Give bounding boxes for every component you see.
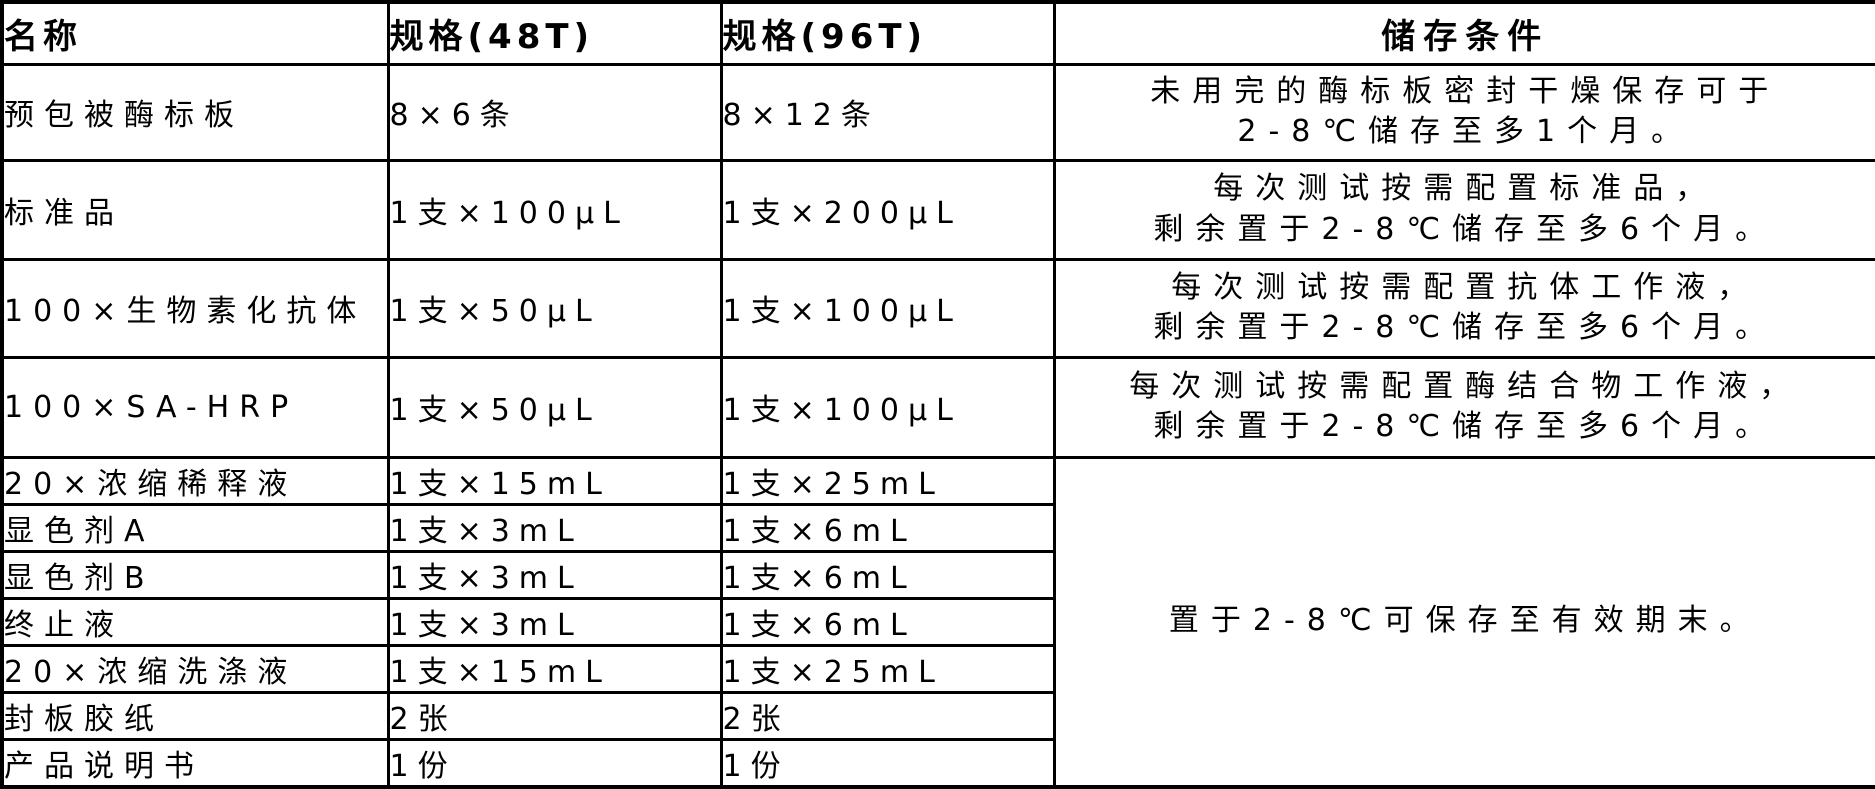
spec-48t-value: 1支×50μL (388, 357, 721, 457)
table-row: 标准品 1支×100μL 1支×200μL 每次测试按需配置标准品， 剩余置于2… (2, 160, 1875, 259)
spec-96t-value: 1份 (721, 739, 1054, 787)
storage-condition-line: 剩余置于2-8℃储存至多6个月。 (1056, 407, 1875, 448)
component-name: 预包被酶标板 (2, 64, 388, 160)
component-name: 20×浓缩洗涤液 (2, 645, 388, 692)
table-row: 100×生物素化抗体 1支×50μL 1支×100μL 每次测试按需配置抗体工作… (2, 259, 1875, 357)
storage-condition-line: 每次测试按需配置标准品， (1056, 169, 1875, 210)
storage-condition-merged: 置于2-8℃可保存至有效期末。 (1054, 457, 1875, 787)
table-header-row: 名称 规格(48T) 规格(96T) 储存条件 (2, 2, 1875, 64)
component-name: 显色剂B (2, 551, 388, 598)
storage-condition: 每次测试按需配置酶结合物工作液， 剩余置于2-8℃储存至多6个月。 (1054, 357, 1875, 457)
storage-condition-line: 每次测试按需配置抗体工作液， (1056, 268, 1875, 309)
column-header-storage-conditions: 储存条件 (1054, 2, 1875, 64)
storage-condition: 每次测试按需配置抗体工作液， 剩余置于2-8℃储存至多6个月。 (1054, 259, 1875, 357)
spec-48t-value: 1支×50μL (388, 259, 721, 357)
spec-96t-value: 1支×6mL (721, 504, 1054, 551)
spec-96t-value: 1支×6mL (721, 551, 1054, 598)
component-name: 封板胶纸 (2, 692, 388, 739)
spec-96t-value: 1支×6mL (721, 598, 1054, 645)
spec-48t-value: 1支×15mL (388, 457, 721, 504)
component-name: 显色剂A (2, 504, 388, 551)
spec-48t-value: 1支×15mL (388, 645, 721, 692)
storage-condition: 每次测试按需配置标准品， 剩余置于2-8℃储存至多6个月。 (1054, 160, 1875, 259)
table-row: 100×SA-HRP 1支×50μL 1支×100μL 每次测试按需配置酶结合物… (2, 357, 1875, 457)
spec-48t-value: 1支×3mL (388, 504, 721, 551)
storage-condition-line: 2-8℃储存至多1个月。 (1056, 112, 1875, 153)
component-name: 标准品 (2, 160, 388, 259)
spec-96t-value: 1支×100μL (721, 259, 1054, 357)
component-name: 终止液 (2, 598, 388, 645)
component-name: 产品说明书 (2, 739, 388, 787)
storage-condition-line: 剩余置于2-8℃储存至多6个月。 (1056, 210, 1875, 251)
storage-condition-line: 置于2-8℃可保存至有效期末。 (1056, 601, 1875, 642)
column-header-spec-48t: 规格(48T) (388, 2, 721, 64)
spec-48t-value: 1支×100μL (388, 160, 721, 259)
spec-48t-value: 1支×3mL (388, 551, 721, 598)
spec-96t-value: 1支×200μL (721, 160, 1054, 259)
component-name: 20×浓缩稀释液 (2, 457, 388, 504)
component-name: 100×SA-HRP (2, 357, 388, 457)
storage-condition-line: 未用完的酶标板密封干燥保存可于 (1056, 72, 1875, 113)
spec-48t-value: 2张 (388, 692, 721, 739)
spec-96t-value: 8×12条 (721, 64, 1054, 160)
spec-96t-value: 2张 (721, 692, 1054, 739)
spec-96t-value: 1支×25mL (721, 457, 1054, 504)
spec-48t-value: 1份 (388, 739, 721, 787)
storage-condition: 未用完的酶标板密封干燥保存可于 2-8℃储存至多1个月。 (1054, 64, 1875, 160)
spec-48t-value: 8×6条 (388, 64, 721, 160)
table-row: 预包被酶标板 8×6条 8×12条 未用完的酶标板密封干燥保存可于 2-8℃储存… (2, 64, 1875, 160)
column-header-name: 名称 (2, 2, 388, 64)
table-row: 20×浓缩稀释液 1支×15mL 1支×25mL 置于2-8℃可保存至有效期末。 (2, 457, 1875, 504)
spec-96t-value: 1支×100μL (721, 357, 1054, 457)
component-name: 100×生物素化抗体 (2, 259, 388, 357)
spec-96t-value: 1支×25mL (721, 645, 1054, 692)
storage-condition-line: 每次测试按需配置酶结合物工作液， (1056, 367, 1875, 408)
storage-condition-line: 剩余置于2-8℃储存至多6个月。 (1056, 308, 1875, 349)
column-header-spec-96t: 规格(96T) (721, 2, 1054, 64)
spec-48t-value: 1支×3mL (388, 598, 721, 645)
